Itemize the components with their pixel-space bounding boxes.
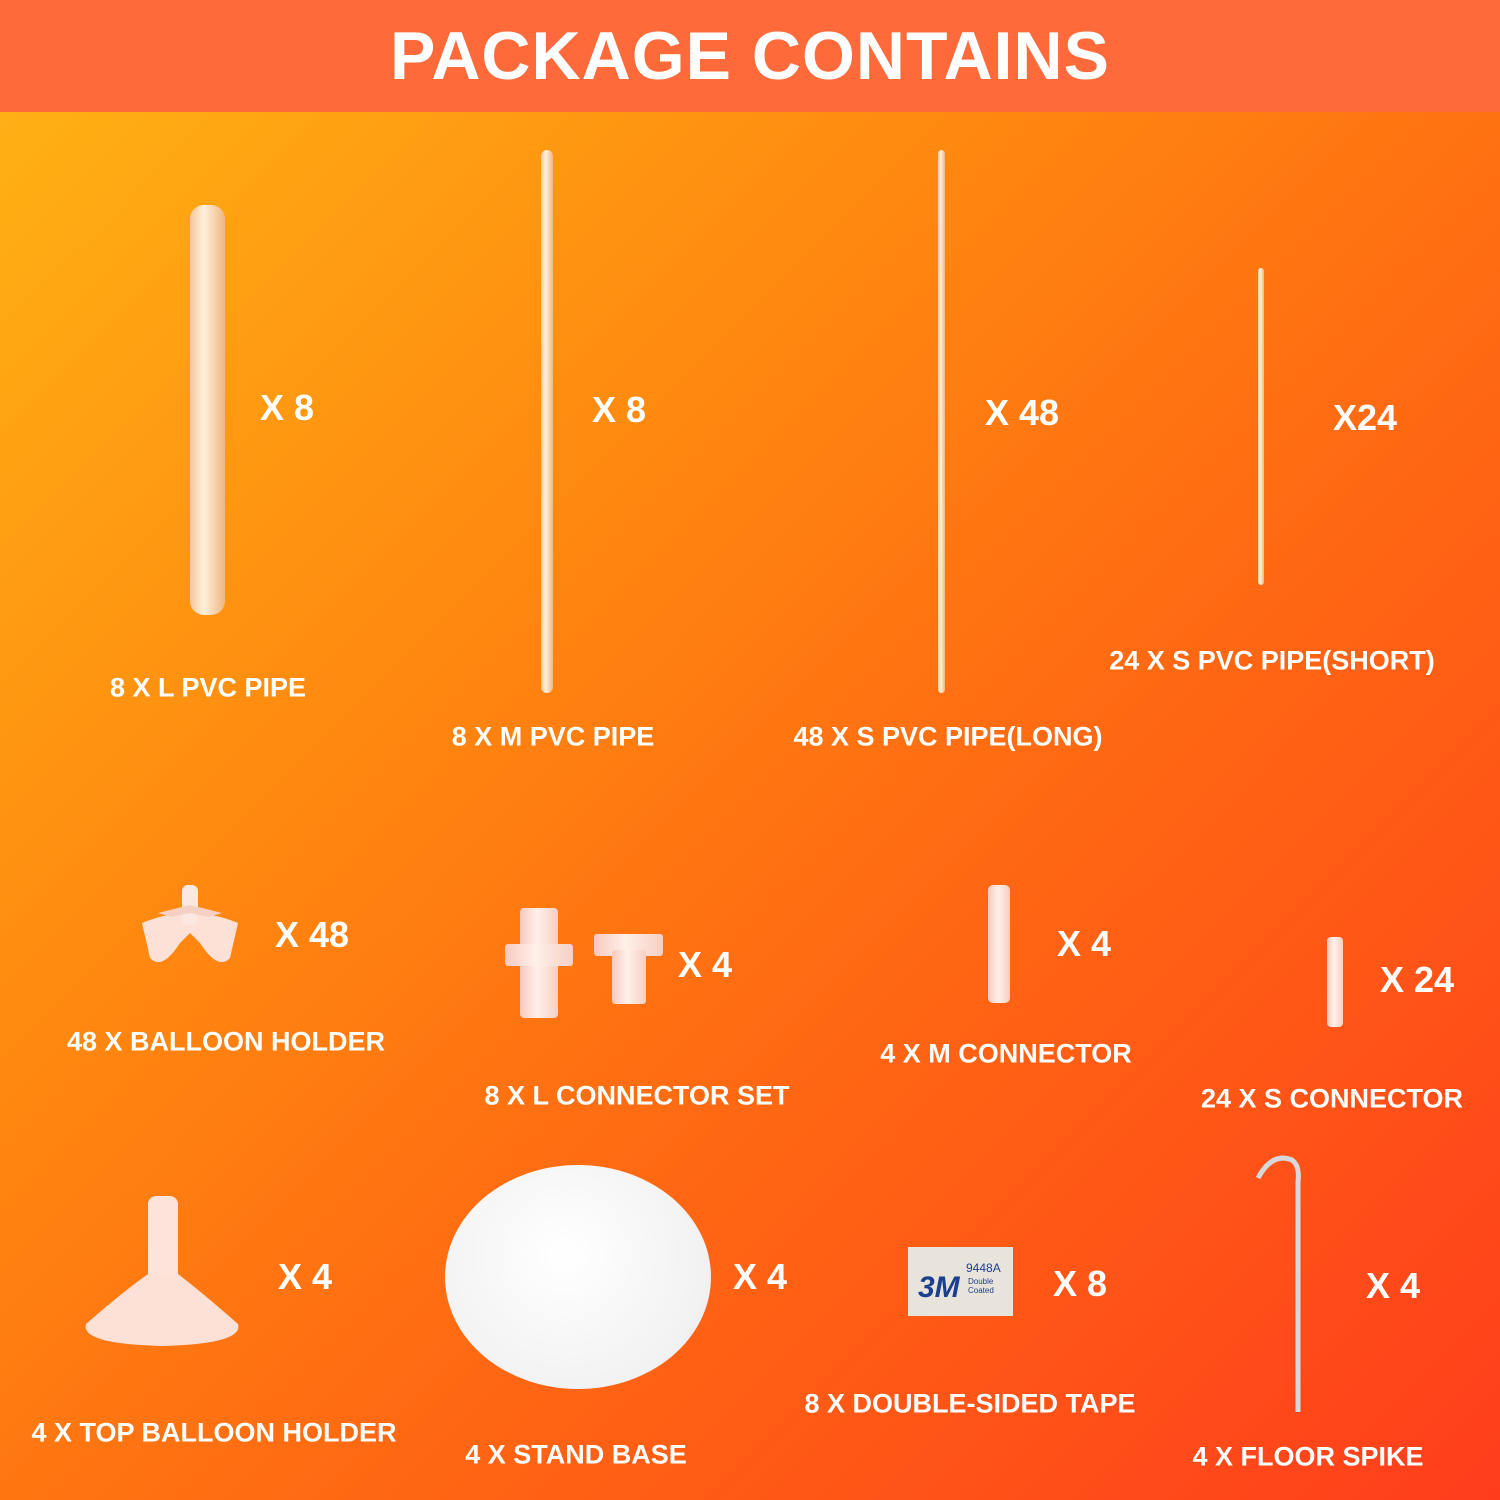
item-label: 8 X DOUBLE-SIDED TAPE [804, 1388, 1136, 1419]
m-pvc-pipe-image [541, 150, 553, 693]
item-label: 48 X BALLOON HOLDER [66, 1026, 386, 1057]
balloon-holder-image [142, 885, 238, 963]
item-qty: X 48 [275, 914, 350, 955]
s-pvc-pipe-long-image [938, 150, 945, 693]
item-label: 8 X L PVC PIPE [109, 672, 307, 703]
cross-connector-arm [505, 944, 573, 966]
item-qty: X 8 [592, 389, 647, 430]
stand-base-image [445, 1165, 711, 1389]
page-title: PACKAGE CONTAINS [390, 18, 1110, 94]
m-connector-image [988, 885, 1010, 1003]
item-qty: X 4 [278, 1256, 333, 1297]
item-label: 4 X STAND BASE [465, 1439, 687, 1470]
double-sided-tape-image: 3M 9448A Double Coated [908, 1247, 1013, 1316]
header-banner: PACKAGE CONTAINS [0, 0, 1500, 112]
t-connector-image [594, 934, 663, 956]
tape-model: 9448A [966, 1261, 1001, 1275]
l-pvc-pipe-image [190, 205, 225, 615]
tape-brand: 3M [918, 1271, 960, 1304]
item-label: 24 X S CONNECTOR [1200, 1083, 1464, 1114]
item-qty: X24 [1333, 397, 1398, 438]
item-label: 24 X S PVC PIPE(SHORT) [1109, 645, 1435, 676]
item-label: 8 X L CONNECTOR SET [484, 1080, 790, 1111]
item-label: 8 X M PVC PIPE [451, 721, 655, 752]
item-qty: X 8 [1053, 1263, 1108, 1304]
s-connector-image [1327, 937, 1343, 1027]
item-label: 48 X S PVC PIPE(LONG) [793, 721, 1103, 752]
item-qty: X 4 [733, 1256, 788, 1297]
item-qty: X 24 [1380, 959, 1455, 1000]
item-qty: X 4 [1366, 1265, 1421, 1306]
item-label: 4 X M CONNECTOR [880, 1038, 1132, 1069]
floor-spike-image [1255, 1155, 1301, 1412]
item-label: 4 X FLOOR SPIKE [1192, 1441, 1424, 1472]
item-qty: X 48 [985, 392, 1060, 433]
item-qty: X 4 [1057, 923, 1112, 964]
item-qty: X 8 [260, 387, 315, 428]
s-pvc-pipe-short-image [1258, 268, 1264, 585]
t-connector-stem [612, 950, 646, 1004]
top-balloon-holder-image [85, 1196, 239, 1346]
item-label: 4 X TOP BALLOON HOLDER [31, 1417, 397, 1448]
item-qty: X 4 [678, 944, 733, 985]
tape-desc: Double Coated [968, 1277, 994, 1295]
